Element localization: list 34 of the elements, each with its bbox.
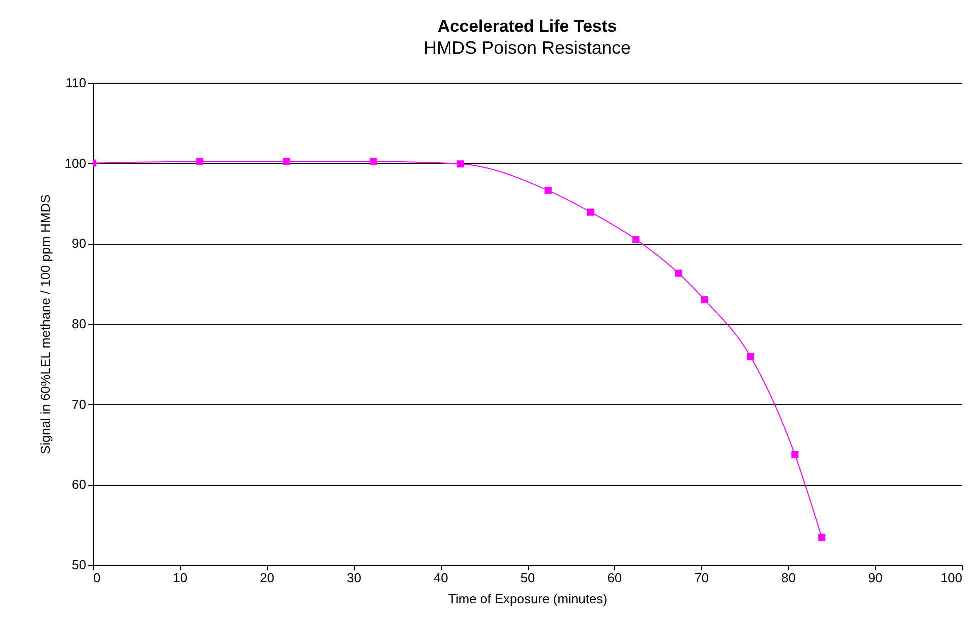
x-tick-label: 90 [868, 570, 883, 586]
x-tick-label: 40 [434, 570, 448, 586]
x-tick-label: 30 [346, 570, 362, 586]
y-tick-label: 90 [72, 236, 86, 252]
chart-subtitle: HMDS Poison Resistance [424, 38, 632, 58]
x-tick-label: 100 [940, 570, 962, 586]
point [675, 270, 682, 277]
x-tick-label: 60 [608, 570, 622, 586]
point [457, 160, 464, 168]
y-tick-label: 60 [72, 477, 86, 492]
point [370, 158, 378, 166]
point [701, 296, 708, 304]
point [747, 353, 754, 360]
x-tick-label: 20 [260, 570, 275, 586]
y-tick-label: 80 [72, 316, 86, 332]
x-tick-label: 0 [94, 570, 101, 586]
chart-title: Accelerated Life Tests [438, 17, 618, 36]
x-axis-title: Time of Exposure (minutes) [448, 592, 608, 606]
y-axis-title: Signal in 60%LEL methane / 100 ppm HMDS [38, 194, 53, 454]
point [283, 158, 290, 166]
y-tick-label: 100 [64, 156, 86, 171]
x-tick-label: 10 [173, 570, 188, 586]
y-tick-label: 50 [72, 558, 86, 572]
point [544, 187, 552, 194]
y-tick-label: 70 [72, 396, 86, 412]
point [632, 236, 640, 244]
point [818, 534, 826, 542]
point [196, 158, 204, 166]
x-tick-label: 80 [781, 570, 796, 586]
x-tick-label: 50 [520, 570, 536, 586]
y-tick-label: 110 [66, 76, 86, 90]
x-tick-label: 70 [694, 570, 710, 586]
point [792, 451, 799, 458]
point [587, 208, 594, 216]
